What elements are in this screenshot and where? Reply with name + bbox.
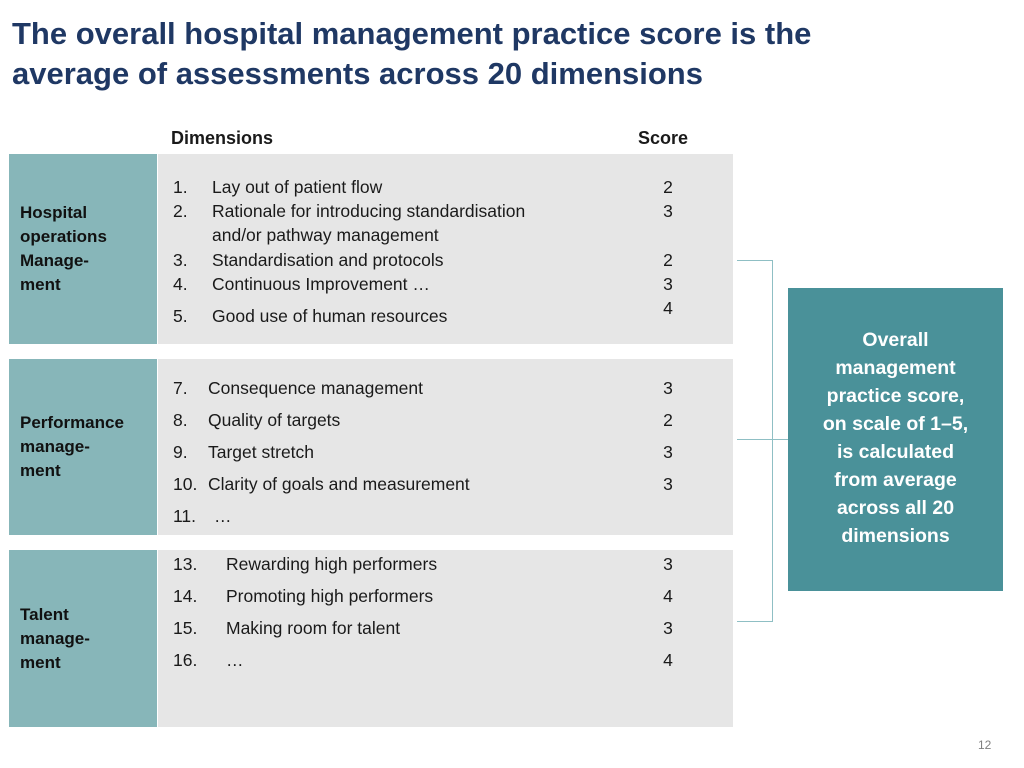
dimension-text: … bbox=[226, 650, 244, 670]
dimension-number: 8. bbox=[173, 410, 188, 430]
category-label-line: manage- bbox=[20, 628, 90, 648]
dimension-number: 15. bbox=[173, 618, 198, 638]
dimension-number: 14. bbox=[173, 586, 198, 606]
category-label-line: Hospital bbox=[20, 203, 88, 222]
dimensions-panel: 13. Rewarding high performers 14. Promot… bbox=[158, 550, 733, 727]
dimension-text: Promoting high performers bbox=[226, 586, 434, 606]
dimension-number: 16. bbox=[173, 650, 198, 670]
dimension-number: 10. bbox=[173, 474, 198, 494]
dimension-text: Standardisation and protocols bbox=[212, 250, 444, 270]
category-label-line: manage- bbox=[20, 437, 90, 456]
score-value: 3 bbox=[663, 618, 673, 638]
dimension-number: 5. bbox=[173, 306, 188, 326]
overall-score-box: Overall management practice score, on sc… bbox=[788, 288, 1003, 591]
score-value: 3 bbox=[663, 554, 673, 574]
score-value: 2 bbox=[663, 410, 673, 430]
dimension-number: 9. bbox=[173, 442, 188, 462]
category-label: Performance manage- ment bbox=[20, 411, 124, 483]
score-value: 2 bbox=[663, 177, 673, 197]
category-box: Performance manage- ment bbox=[9, 359, 157, 535]
dimension-number: 11. bbox=[173, 506, 197, 526]
score-value: 2 bbox=[663, 250, 673, 270]
section-performance-management: Performance manage- ment 7. Consequence … bbox=[9, 359, 733, 535]
category-box: Talent manage- ment bbox=[9, 550, 157, 727]
category-label: Talent manage- ment bbox=[20, 603, 90, 675]
score-header: Score bbox=[638, 128, 689, 148]
category-label-line: Manage- bbox=[20, 251, 89, 270]
overall-text-line: is calculated bbox=[836, 441, 955, 463]
overall-text-line: Overall bbox=[862, 329, 929, 351]
bracket-connector bbox=[773, 439, 788, 440]
category-label-line: operations bbox=[20, 227, 107, 246]
overall-text-line: dimensions bbox=[841, 525, 950, 547]
overall-text-line: on scale of 1–5, bbox=[822, 413, 969, 435]
dimension-text: Quality of targets bbox=[208, 410, 341, 430]
category-label-line: ment bbox=[20, 652, 61, 672]
title-line-1: The overall hospital management practice… bbox=[12, 16, 812, 51]
dimension-number: 7. bbox=[173, 378, 188, 398]
category-label-line: ment bbox=[20, 275, 61, 294]
dimension-text: Rewarding high performers bbox=[226, 554, 438, 574]
overall-text-line: across all 20 bbox=[836, 497, 955, 519]
dimension-number: 13. bbox=[173, 554, 198, 574]
dimension-number: 4. bbox=[173, 274, 188, 294]
dimension-text: … bbox=[214, 506, 232, 526]
dimension-text: Making room for talent bbox=[226, 618, 401, 638]
page-number: 12 bbox=[978, 738, 992, 752]
dimension-number: 2. bbox=[173, 201, 188, 221]
dimension-text: Rationale for introducing standardisatio… bbox=[212, 201, 526, 221]
score-value: 3 bbox=[663, 474, 673, 494]
score-value: 4 bbox=[663, 586, 673, 606]
slide-title: The overall hospital management practice… bbox=[12, 14, 1012, 94]
dimensions-header: Dimensions bbox=[171, 128, 274, 148]
category-box: Hospital operations Manage- ment bbox=[9, 154, 157, 344]
category-label-line: Talent bbox=[20, 604, 69, 624]
dimensions-panel: 1. Lay out of patient flow 2. Rationale … bbox=[158, 154, 733, 344]
category-label: Hospital operations Manage- ment bbox=[20, 201, 107, 297]
overall-text-line: from average bbox=[834, 469, 957, 491]
score-value: 3 bbox=[663, 378, 673, 398]
category-label-line: ment bbox=[20, 461, 61, 480]
dimensions-panel: 7. Consequence management 8. Quality of … bbox=[158, 359, 733, 535]
score-value: 3 bbox=[663, 274, 673, 294]
section-talent-management: Talent manage- ment 13. Rewarding high p… bbox=[9, 550, 733, 727]
overall-score-text: Overall management practice score, on sc… bbox=[788, 326, 1003, 550]
dimension-text: Good use of human resources bbox=[212, 306, 448, 326]
dimension-text: Lay out of patient flow bbox=[212, 177, 383, 197]
dimension-text: Consequence management bbox=[208, 378, 424, 398]
dimension-text: and/or pathway management bbox=[212, 225, 439, 245]
dimension-text: Continuous Improvement … bbox=[212, 274, 430, 294]
bracket-middle-line bbox=[737, 439, 773, 440]
overall-text-line: practice score, bbox=[826, 385, 965, 407]
title-line-2: average of assessments across 20 dimensi… bbox=[12, 56, 703, 91]
dimension-text: Target stretch bbox=[208, 442, 315, 462]
score-value: 3 bbox=[663, 201, 673, 221]
score-value: 3 bbox=[663, 442, 673, 462]
dimension-text: Clarity of goals and measurement bbox=[208, 474, 470, 494]
score-value: 4 bbox=[663, 298, 673, 318]
overall-text-line: management bbox=[835, 357, 956, 379]
grouping-bracket bbox=[737, 260, 773, 622]
category-label-line: Performance bbox=[20, 413, 124, 432]
section-hospital-operations: Hospital operations Manage- ment 1. Lay … bbox=[9, 154, 733, 344]
dimension-number: 1. bbox=[173, 177, 188, 197]
dimension-number: 3. bbox=[173, 250, 188, 270]
score-value: 4 bbox=[663, 650, 673, 670]
